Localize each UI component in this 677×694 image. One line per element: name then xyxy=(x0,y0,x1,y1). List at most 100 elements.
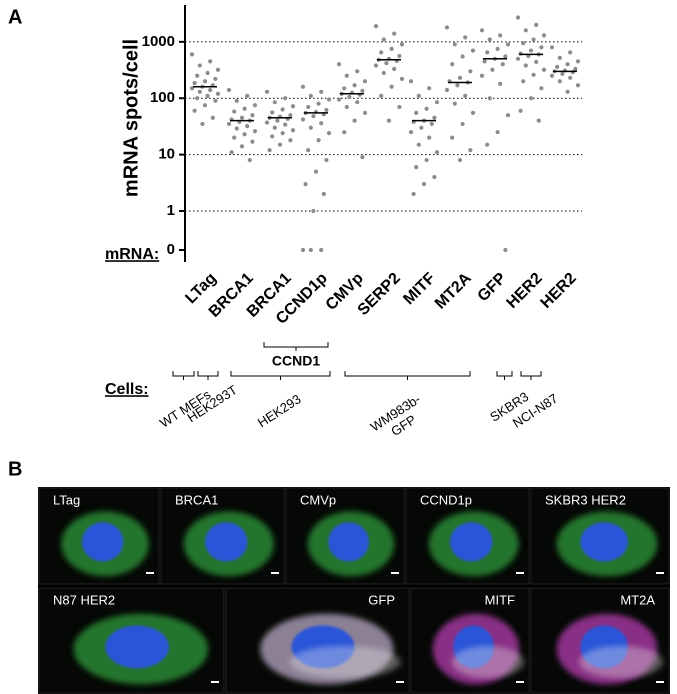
data-point xyxy=(308,247,313,253)
data-point xyxy=(277,142,283,147)
data-point xyxy=(360,88,365,93)
data-point xyxy=(202,103,208,108)
data-point xyxy=(245,93,250,98)
data-point xyxy=(575,59,581,64)
data-point xyxy=(536,118,541,123)
y-tick-label: 0 xyxy=(167,241,175,258)
data-point xyxy=(534,59,539,65)
y-tick-label: 100 xyxy=(150,89,175,106)
data-point xyxy=(283,96,288,101)
data-point xyxy=(373,63,379,68)
data-point xyxy=(319,247,324,253)
data-point xyxy=(352,118,357,123)
data-point xyxy=(521,40,526,46)
data-point xyxy=(270,110,275,115)
data-point xyxy=(505,42,511,47)
data-point xyxy=(397,53,402,59)
data-point xyxy=(452,101,457,106)
data-point xyxy=(352,83,357,88)
cells-bracket xyxy=(230,371,331,380)
data-point xyxy=(275,118,280,123)
data-point xyxy=(575,83,581,88)
data-point xyxy=(427,86,432,91)
data-point xyxy=(495,130,500,135)
data-point xyxy=(463,93,468,98)
data-point xyxy=(208,59,213,64)
data-point xyxy=(226,87,232,93)
data-point xyxy=(444,87,450,93)
data-point xyxy=(239,144,245,149)
cells-label: WM983b-GFP xyxy=(368,392,432,448)
data-point xyxy=(202,79,208,84)
data-point xyxy=(421,181,427,187)
data-point xyxy=(528,48,534,53)
data-point xyxy=(280,131,285,136)
data-point xyxy=(565,89,570,94)
micrograph-label: SKBR3 HER2 xyxy=(545,492,626,507)
group-label: CCND1 xyxy=(272,353,320,369)
data-point xyxy=(272,125,277,130)
data-point xyxy=(324,157,329,163)
data-point xyxy=(313,169,319,174)
data-point xyxy=(347,94,352,100)
micrograph-label: GFP xyxy=(368,592,395,607)
data-point xyxy=(200,121,205,127)
data-point xyxy=(344,104,349,110)
y-tick-label: 10 xyxy=(158,146,175,163)
data-point xyxy=(234,126,239,131)
micrograph-label: MITF xyxy=(485,592,515,607)
data-point xyxy=(555,64,560,69)
data-point xyxy=(386,118,392,123)
data-point xyxy=(541,33,547,38)
data-point xyxy=(523,63,528,68)
data-point xyxy=(264,120,270,125)
micrograph-label: MT2A xyxy=(620,592,655,607)
data-point xyxy=(485,142,490,147)
data-point xyxy=(283,122,288,127)
data-point xyxy=(424,157,429,163)
data-point xyxy=(210,115,215,120)
data-point xyxy=(573,66,578,72)
data-point xyxy=(192,108,197,113)
data-point xyxy=(197,89,202,94)
data-point xyxy=(252,129,258,134)
data-point xyxy=(427,135,432,140)
cell-nucleus xyxy=(450,522,493,562)
data-point xyxy=(300,84,306,89)
data-point xyxy=(308,125,313,130)
cell-nucleus xyxy=(580,522,628,562)
data-point xyxy=(416,93,421,98)
data-point xyxy=(290,104,296,109)
data-point xyxy=(485,50,490,55)
x-tick-label: HER2 xyxy=(504,270,546,312)
data-point xyxy=(342,86,347,91)
data-point xyxy=(450,62,455,67)
data-point xyxy=(379,50,384,55)
data-point xyxy=(549,73,555,78)
data-point xyxy=(232,135,237,140)
data-point xyxy=(311,114,316,119)
data-point xyxy=(326,97,332,102)
data-point xyxy=(226,121,232,127)
data-point xyxy=(515,56,521,61)
data-point xyxy=(434,150,440,155)
cells-bracket xyxy=(344,371,471,380)
data-point xyxy=(234,98,239,103)
data-point xyxy=(272,100,277,105)
data-point xyxy=(531,72,536,77)
data-point xyxy=(557,79,562,84)
data-point xyxy=(205,93,210,98)
data-point xyxy=(444,25,450,30)
data-point xyxy=(303,181,308,187)
y-axis-label: mRNA spots/cell xyxy=(120,39,142,197)
data-point xyxy=(432,115,437,120)
data-point xyxy=(495,46,500,51)
cells-label-line: HEK293 xyxy=(255,392,304,431)
data-point xyxy=(290,128,296,133)
data-point xyxy=(560,71,565,76)
data-point xyxy=(355,100,360,105)
data-point xyxy=(362,110,368,115)
data-point xyxy=(267,148,272,153)
data-point xyxy=(531,37,536,42)
data-point xyxy=(457,75,463,80)
